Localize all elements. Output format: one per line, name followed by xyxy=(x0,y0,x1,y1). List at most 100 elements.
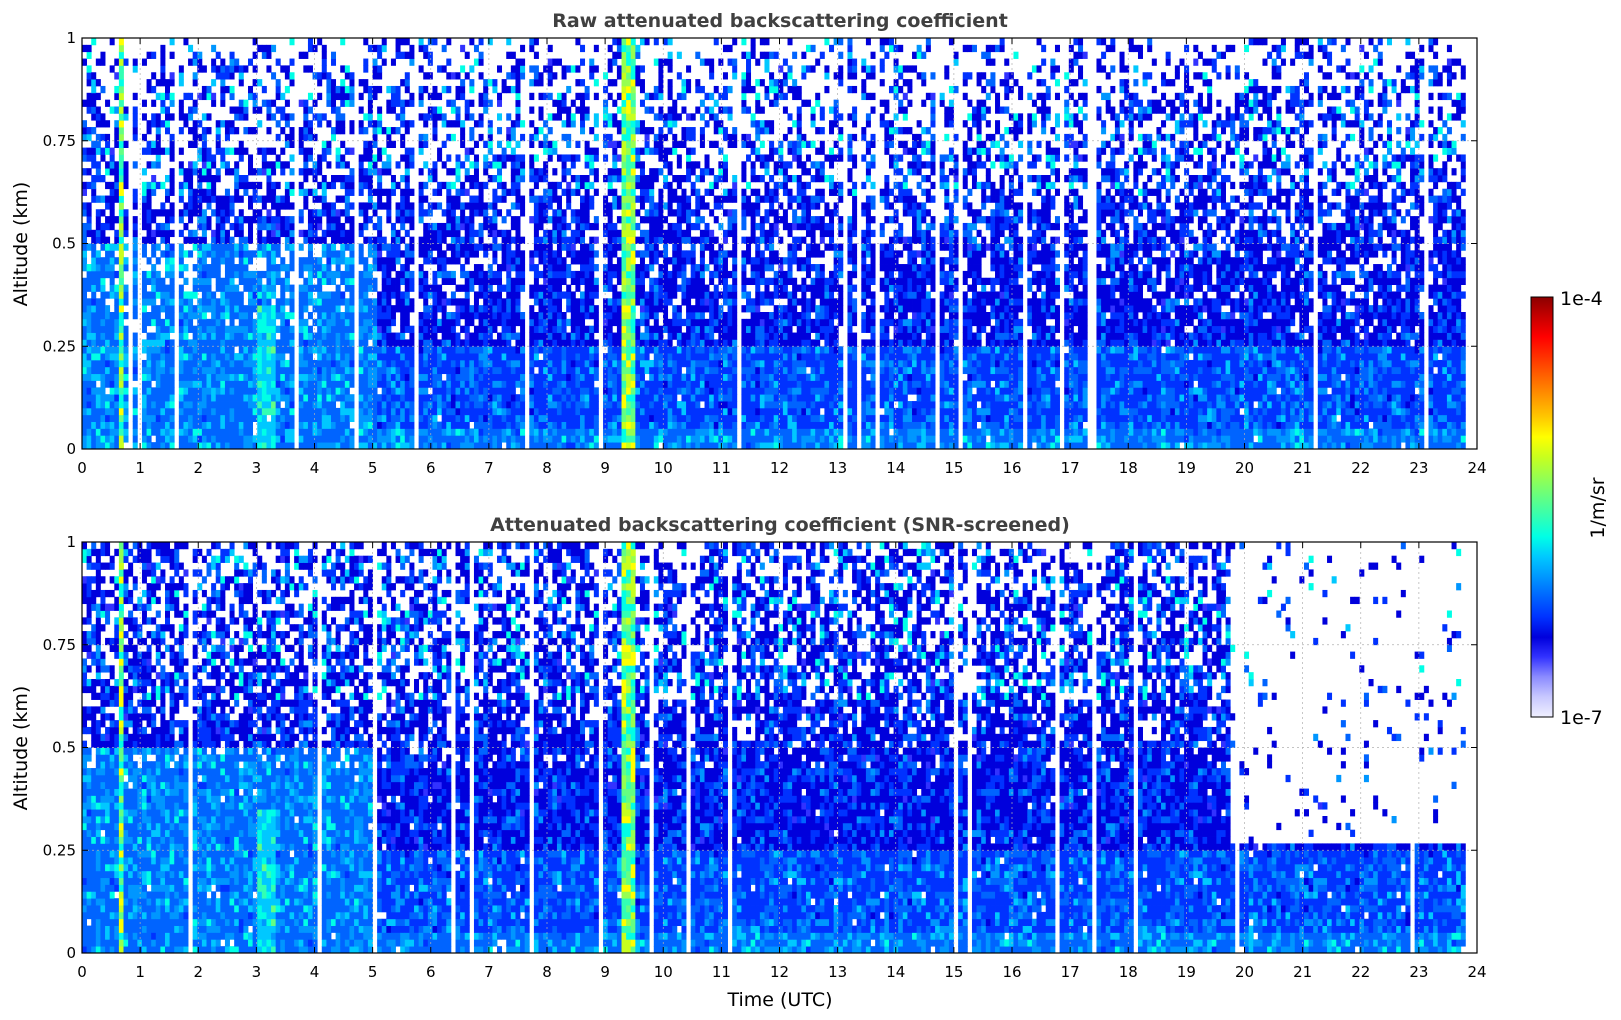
heatmap-cell xyxy=(483,285,488,292)
heatmap-cell xyxy=(202,154,207,161)
heatmap-cell xyxy=(400,237,405,244)
heatmap-cell xyxy=(539,305,544,312)
heatmap-cell xyxy=(193,408,198,415)
heatmap-cell xyxy=(506,127,511,134)
heatmap-cell xyxy=(562,175,567,182)
heatmap-cell xyxy=(170,72,175,79)
heatmap-cell xyxy=(419,237,424,244)
heatmap-cell xyxy=(243,189,248,196)
heatmap-cell xyxy=(405,196,410,203)
heatmap-cell xyxy=(405,72,410,79)
heatmap-cell xyxy=(506,408,511,415)
heatmap-cell xyxy=(520,374,525,381)
heatmap-cell xyxy=(612,52,617,59)
heatmap-cell xyxy=(451,250,456,257)
heatmap-cell xyxy=(280,367,285,374)
heatmap-cell xyxy=(460,120,465,127)
heatmap-cell xyxy=(299,353,304,360)
heatmap-cell xyxy=(243,312,248,319)
heatmap-cell xyxy=(640,285,645,292)
heatmap-cell xyxy=(211,305,216,312)
heatmap-cell xyxy=(248,367,253,374)
heatmap-cell xyxy=(497,244,502,251)
heatmap-cell xyxy=(543,428,548,435)
heatmap-cell xyxy=(257,415,262,422)
heatmap-cell xyxy=(575,38,580,45)
heatmap-cell xyxy=(631,107,636,114)
heatmap-cell xyxy=(617,154,622,161)
heatmap-cell xyxy=(479,353,484,360)
heatmap-cell xyxy=(460,182,465,189)
heatmap-cell xyxy=(562,333,567,340)
heatmap-cell xyxy=(456,250,461,257)
heatmap-cell xyxy=(317,196,322,203)
heatmap-cell xyxy=(594,415,599,422)
heatmap-cell xyxy=(211,189,216,196)
heatmap-cell xyxy=(87,353,92,360)
heatmap-cell xyxy=(396,182,401,189)
heatmap-cell xyxy=(359,339,364,346)
heatmap-cell xyxy=(506,353,511,360)
heatmap-cell xyxy=(460,65,465,72)
heatmap-cell xyxy=(220,65,225,72)
heatmap-cell xyxy=(322,442,327,449)
heatmap-cell xyxy=(460,346,465,353)
heatmap-cell xyxy=(179,305,184,312)
heatmap-cell xyxy=(207,422,212,429)
heatmap-cell xyxy=(612,442,617,449)
heatmap-cell xyxy=(230,346,235,353)
heatmap-cell xyxy=(276,202,281,209)
heatmap-cell xyxy=(326,367,331,374)
heatmap-cell xyxy=(336,154,341,161)
heatmap-cell xyxy=(432,175,437,182)
heatmap-cell xyxy=(548,394,553,401)
heatmap-cell xyxy=(349,291,354,298)
heatmap-cell xyxy=(373,435,378,442)
heatmap-cell xyxy=(419,216,424,223)
heatmap-cell xyxy=(368,394,373,401)
heatmap-cell xyxy=(220,339,225,346)
heatmap-cell xyxy=(552,278,557,285)
heatmap-cell xyxy=(529,285,534,292)
heatmap-cell xyxy=(580,271,585,278)
heatmap-cell xyxy=(451,367,456,374)
heatmap-cell xyxy=(225,394,230,401)
heatmap-cell xyxy=(188,339,193,346)
heatmap-cell xyxy=(566,408,571,415)
heatmap-cell xyxy=(446,428,451,435)
heatmap-cell xyxy=(216,72,221,79)
heatmap-cell xyxy=(479,120,484,127)
heatmap-cell xyxy=(585,189,590,196)
heatmap-cell xyxy=(631,59,636,66)
heatmap-cell xyxy=(515,141,520,148)
heatmap-cell xyxy=(308,271,313,278)
heatmap-cell xyxy=(405,442,410,449)
heatmap-cell xyxy=(585,346,590,353)
heatmap-cell xyxy=(133,189,138,196)
heatmap-cell xyxy=(349,86,354,93)
heatmap-cell xyxy=(349,326,354,333)
heatmap-cell xyxy=(188,367,193,374)
heatmap-cell xyxy=(483,209,488,216)
heatmap-cell xyxy=(631,52,636,59)
heatmap-cell xyxy=(460,127,465,134)
heatmap-cell xyxy=(96,401,101,408)
heatmap-cell xyxy=(87,401,92,408)
heatmap-cell xyxy=(96,442,101,449)
heatmap-cell xyxy=(225,291,230,298)
heatmap-cell xyxy=(202,237,207,244)
heatmap-cell xyxy=(451,134,456,141)
heatmap-cell xyxy=(405,291,410,298)
heatmap-cell xyxy=(575,237,580,244)
heatmap-cell xyxy=(539,422,544,429)
heatmap-cell xyxy=(179,196,184,203)
heatmap-cell xyxy=(160,202,165,209)
heatmap-cell xyxy=(631,312,636,319)
heatmap-cell xyxy=(285,442,290,449)
heatmap-cell xyxy=(377,72,382,79)
heatmap-cell xyxy=(266,353,271,360)
heatmap-cell xyxy=(340,209,345,216)
heatmap-cell xyxy=(529,154,534,161)
heatmap-cell xyxy=(557,230,562,237)
heatmap-cell xyxy=(266,339,271,346)
